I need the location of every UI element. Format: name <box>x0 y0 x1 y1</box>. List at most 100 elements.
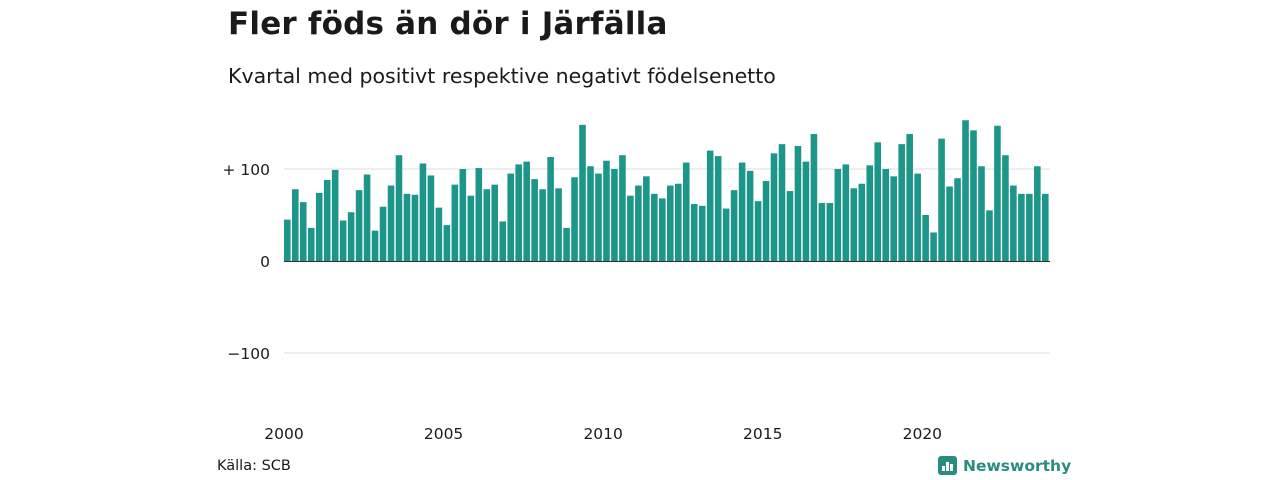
bar <box>746 170 754 261</box>
bar <box>403 193 411 261</box>
source-note: Källa: SCB <box>217 458 291 474</box>
bar <box>986 210 993 261</box>
x-tick-label: 2020 <box>903 425 942 443</box>
bar <box>866 165 874 261</box>
chart-subtitle: Kvartal med positivt respektive negativt… <box>228 64 776 88</box>
bar <box>802 161 810 261</box>
bar <box>946 186 953 261</box>
bar <box>595 173 602 261</box>
bar <box>419 163 427 261</box>
bar <box>970 130 977 261</box>
bar <box>291 189 299 261</box>
bar <box>499 221 507 261</box>
x-tick-label: 2010 <box>583 425 622 443</box>
bar <box>1018 193 1025 261</box>
bar <box>467 195 475 261</box>
bar <box>754 201 762 261</box>
bar <box>954 178 961 261</box>
gridlines <box>284 168 1050 354</box>
bar <box>738 162 746 261</box>
bar <box>690 203 698 261</box>
bar <box>1034 166 1041 261</box>
bar <box>930 232 937 261</box>
bar <box>810 134 818 261</box>
bar <box>898 144 905 261</box>
bars <box>284 120 1049 262</box>
bar <box>451 184 459 261</box>
bar <box>491 184 499 261</box>
bar <box>914 173 921 261</box>
bar <box>395 155 403 261</box>
bar <box>427 175 435 261</box>
bar <box>539 189 546 261</box>
bar <box>978 166 985 261</box>
bar <box>1010 185 1017 261</box>
bar <box>698 205 706 261</box>
bar <box>858 183 866 261</box>
bar <box>299 202 307 261</box>
bar <box>555 188 562 261</box>
bar <box>507 173 514 261</box>
bar <box>962 120 969 262</box>
bar <box>443 225 451 261</box>
chart-title: Fler föds än dör i Järfälla <box>228 6 668 42</box>
bar <box>339 220 347 261</box>
bar <box>938 138 945 261</box>
bar <box>714 156 722 261</box>
bar <box>674 183 682 261</box>
bar <box>323 180 331 261</box>
bar <box>435 207 443 261</box>
bar <box>363 174 371 261</box>
x-tick-label: 2015 <box>743 425 782 443</box>
bar <box>587 166 594 261</box>
bar <box>874 142 882 261</box>
y-tick-label: −100 <box>227 345 270 363</box>
brand-logo[interactable]: Newsworthy <box>938 456 1071 475</box>
bar <box>706 150 714 261</box>
bar <box>659 198 666 261</box>
y-tick-label: + 100 <box>223 161 271 179</box>
bar <box>762 180 770 261</box>
bar <box>603 160 610 261</box>
bar <box>651 193 658 261</box>
bar <box>523 161 530 261</box>
bar <box>355 190 363 261</box>
bar <box>371 230 379 261</box>
bar <box>994 125 1001 261</box>
bar <box>611 169 618 261</box>
bar <box>834 169 842 261</box>
bar <box>730 190 738 261</box>
bar <box>826 203 834 261</box>
bar <box>531 179 538 261</box>
bar <box>635 185 642 261</box>
bar <box>579 124 586 261</box>
bar <box>818 203 826 261</box>
bar <box>307 227 315 261</box>
x-tick-label: 2005 <box>424 425 463 443</box>
bar <box>547 157 554 261</box>
bar <box>842 164 850 261</box>
bar <box>284 219 291 261</box>
bar <box>331 169 339 261</box>
bar <box>347 212 355 261</box>
bar <box>475 168 483 261</box>
bar <box>387 185 395 261</box>
brand-name: Newsworthy <box>963 456 1072 475</box>
bar <box>1042 193 1049 261</box>
bar <box>619 155 626 261</box>
x-tick-label: 2000 <box>264 425 303 443</box>
bar <box>411 194 419 261</box>
bar <box>682 162 690 261</box>
bar <box>571 177 578 261</box>
bar <box>882 169 890 261</box>
bar <box>643 176 650 261</box>
x-tick-labels: 2000 2005 2010 2015 2020 <box>264 425 942 443</box>
bar <box>315 192 323 261</box>
bar <box>515 164 522 261</box>
newsworthy-logo-icon <box>938 456 957 475</box>
y-tick-label: 0 <box>260 253 270 271</box>
bar <box>483 189 491 261</box>
bar <box>1026 193 1033 261</box>
bar <box>850 188 858 261</box>
bar <box>794 146 802 261</box>
